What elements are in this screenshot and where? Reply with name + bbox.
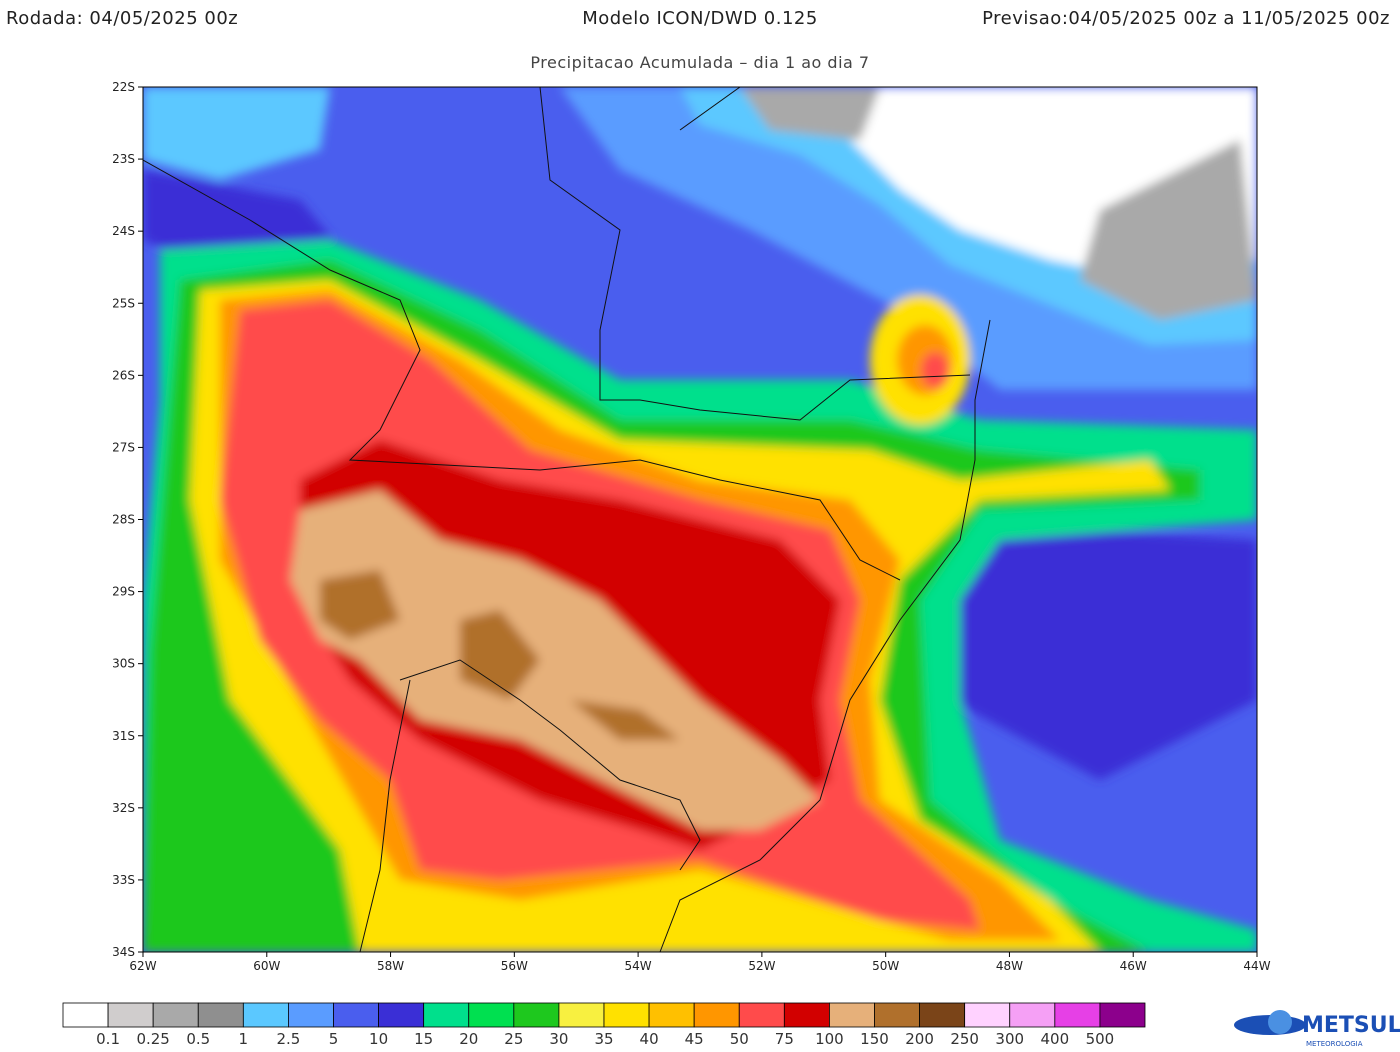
lat-label: 30S [112, 657, 135, 671]
lat-label: 32S [112, 801, 135, 815]
colorbar-box [783, 1002, 830, 1028]
colorbar-label: 1 [239, 1030, 249, 1048]
lon-label: 54W [625, 959, 652, 973]
forecast-label: Previsao:04/05/2025 00z a 11/05/2025 00z [982, 8, 1390, 29]
colorbar-label: 100 [815, 1030, 844, 1048]
lat-label: 22S [112, 80, 135, 94]
colorbar-label: 500 [1086, 1030, 1115, 1048]
colorbar-label: 150 [860, 1030, 889, 1048]
colorbar-label: 40 [640, 1030, 659, 1048]
colorbar-box [288, 1002, 334, 1028]
lat-label: 23S [112, 152, 135, 166]
colorbar-label: 250 [950, 1030, 979, 1048]
colorbar-label: 50 [730, 1030, 749, 1048]
lon-label: 56W [501, 959, 528, 973]
lat-label: 25S [112, 296, 135, 310]
colorbar-box [197, 1002, 244, 1028]
subtitle: Precipitacao Acumulada – dia 1 ao dia 7 [530, 53, 869, 72]
logo-tagline: METEOROLOGIA [1306, 1040, 1363, 1048]
lon-label: 52W [748, 959, 775, 973]
colorbar-box [738, 1002, 785, 1028]
colorbar-box [1009, 1002, 1056, 1028]
colorbar-box [829, 1002, 875, 1028]
lon-label: 50W [872, 959, 899, 973]
logo: METSUL METEOROLOGIA [1234, 1010, 1400, 1048]
colorbar-label: 5 [329, 1030, 339, 1048]
colorbar-label: 2.5 [276, 1030, 300, 1048]
run-label: Rodada: 04/05/2025 00z [6, 8, 238, 29]
colorbar-box [558, 1002, 605, 1028]
colorbar-label: 30 [549, 1030, 568, 1048]
colorbar-label: 10 [369, 1030, 388, 1048]
lat-label: 31S [112, 729, 135, 743]
lat-label: 26S [112, 368, 135, 382]
colorbar-label: 75 [775, 1030, 794, 1048]
colorbar-label: 45 [685, 1030, 704, 1048]
colorbar-label: 35 [594, 1030, 613, 1048]
lon-label: 48W [996, 959, 1023, 973]
colorbar-box [964, 1002, 1011, 1028]
lat-label: 24S [112, 224, 135, 238]
lon-label: 46W [1120, 959, 1147, 973]
lat-label: 28S [112, 513, 135, 527]
colorbar-label: 200 [905, 1030, 934, 1048]
colorbar-label: 20 [459, 1030, 478, 1048]
colorbar-box [603, 1002, 650, 1028]
colorbar-box [333, 1002, 379, 1028]
colorbar-box [107, 1002, 154, 1028]
colorbar-box [242, 1002, 289, 1028]
model-label: Modelo ICON/DWD 0.125 [582, 8, 818, 29]
colorbar-label: 0.5 [186, 1030, 210, 1048]
colorbar-label: 15 [414, 1030, 433, 1048]
lon-label: 62W [129, 959, 156, 973]
colorbar-box [874, 1002, 920, 1028]
colorbar: 0.1 0.25 0.5 1 2.5 5 10 15 20 25 30 35 40 45 50 75 100 15… [62, 1002, 1146, 1048]
colorbar-box [513, 1002, 560, 1028]
colorbar-box [152, 1002, 199, 1028]
colorbar-box [693, 1002, 740, 1028]
logo-name: METSUL [1302, 1013, 1400, 1038]
colorbar-box [1099, 1002, 1146, 1028]
colorbar-label: 300 [995, 1030, 1024, 1048]
colorbar-box [378, 1002, 425, 1028]
colorbar-box [1054, 1002, 1101, 1028]
colorbar-box [919, 1002, 966, 1028]
lon-label: 58W [377, 959, 404, 973]
colorbar-box [468, 1002, 515, 1028]
colorbar-box [62, 1002, 109, 1028]
lat-label: 33S [112, 873, 135, 887]
lat-label: 27S [112, 440, 135, 454]
lat-label: 29S [112, 585, 135, 599]
colorbar-label: 25 [504, 1030, 523, 1048]
colorbar-box [423, 1002, 470, 1028]
colorbar-label: 0.1 [96, 1030, 120, 1048]
colorbar-label: 400 [1041, 1030, 1070, 1048]
precipitation-field [143, 87, 1257, 952]
colorbar-box [648, 1002, 695, 1028]
lat-label: 34S [112, 945, 135, 959]
colorbar-label: 0.25 [136, 1030, 169, 1048]
lon-label: 60W [253, 959, 280, 973]
lon-label: 44W [1243, 959, 1270, 973]
